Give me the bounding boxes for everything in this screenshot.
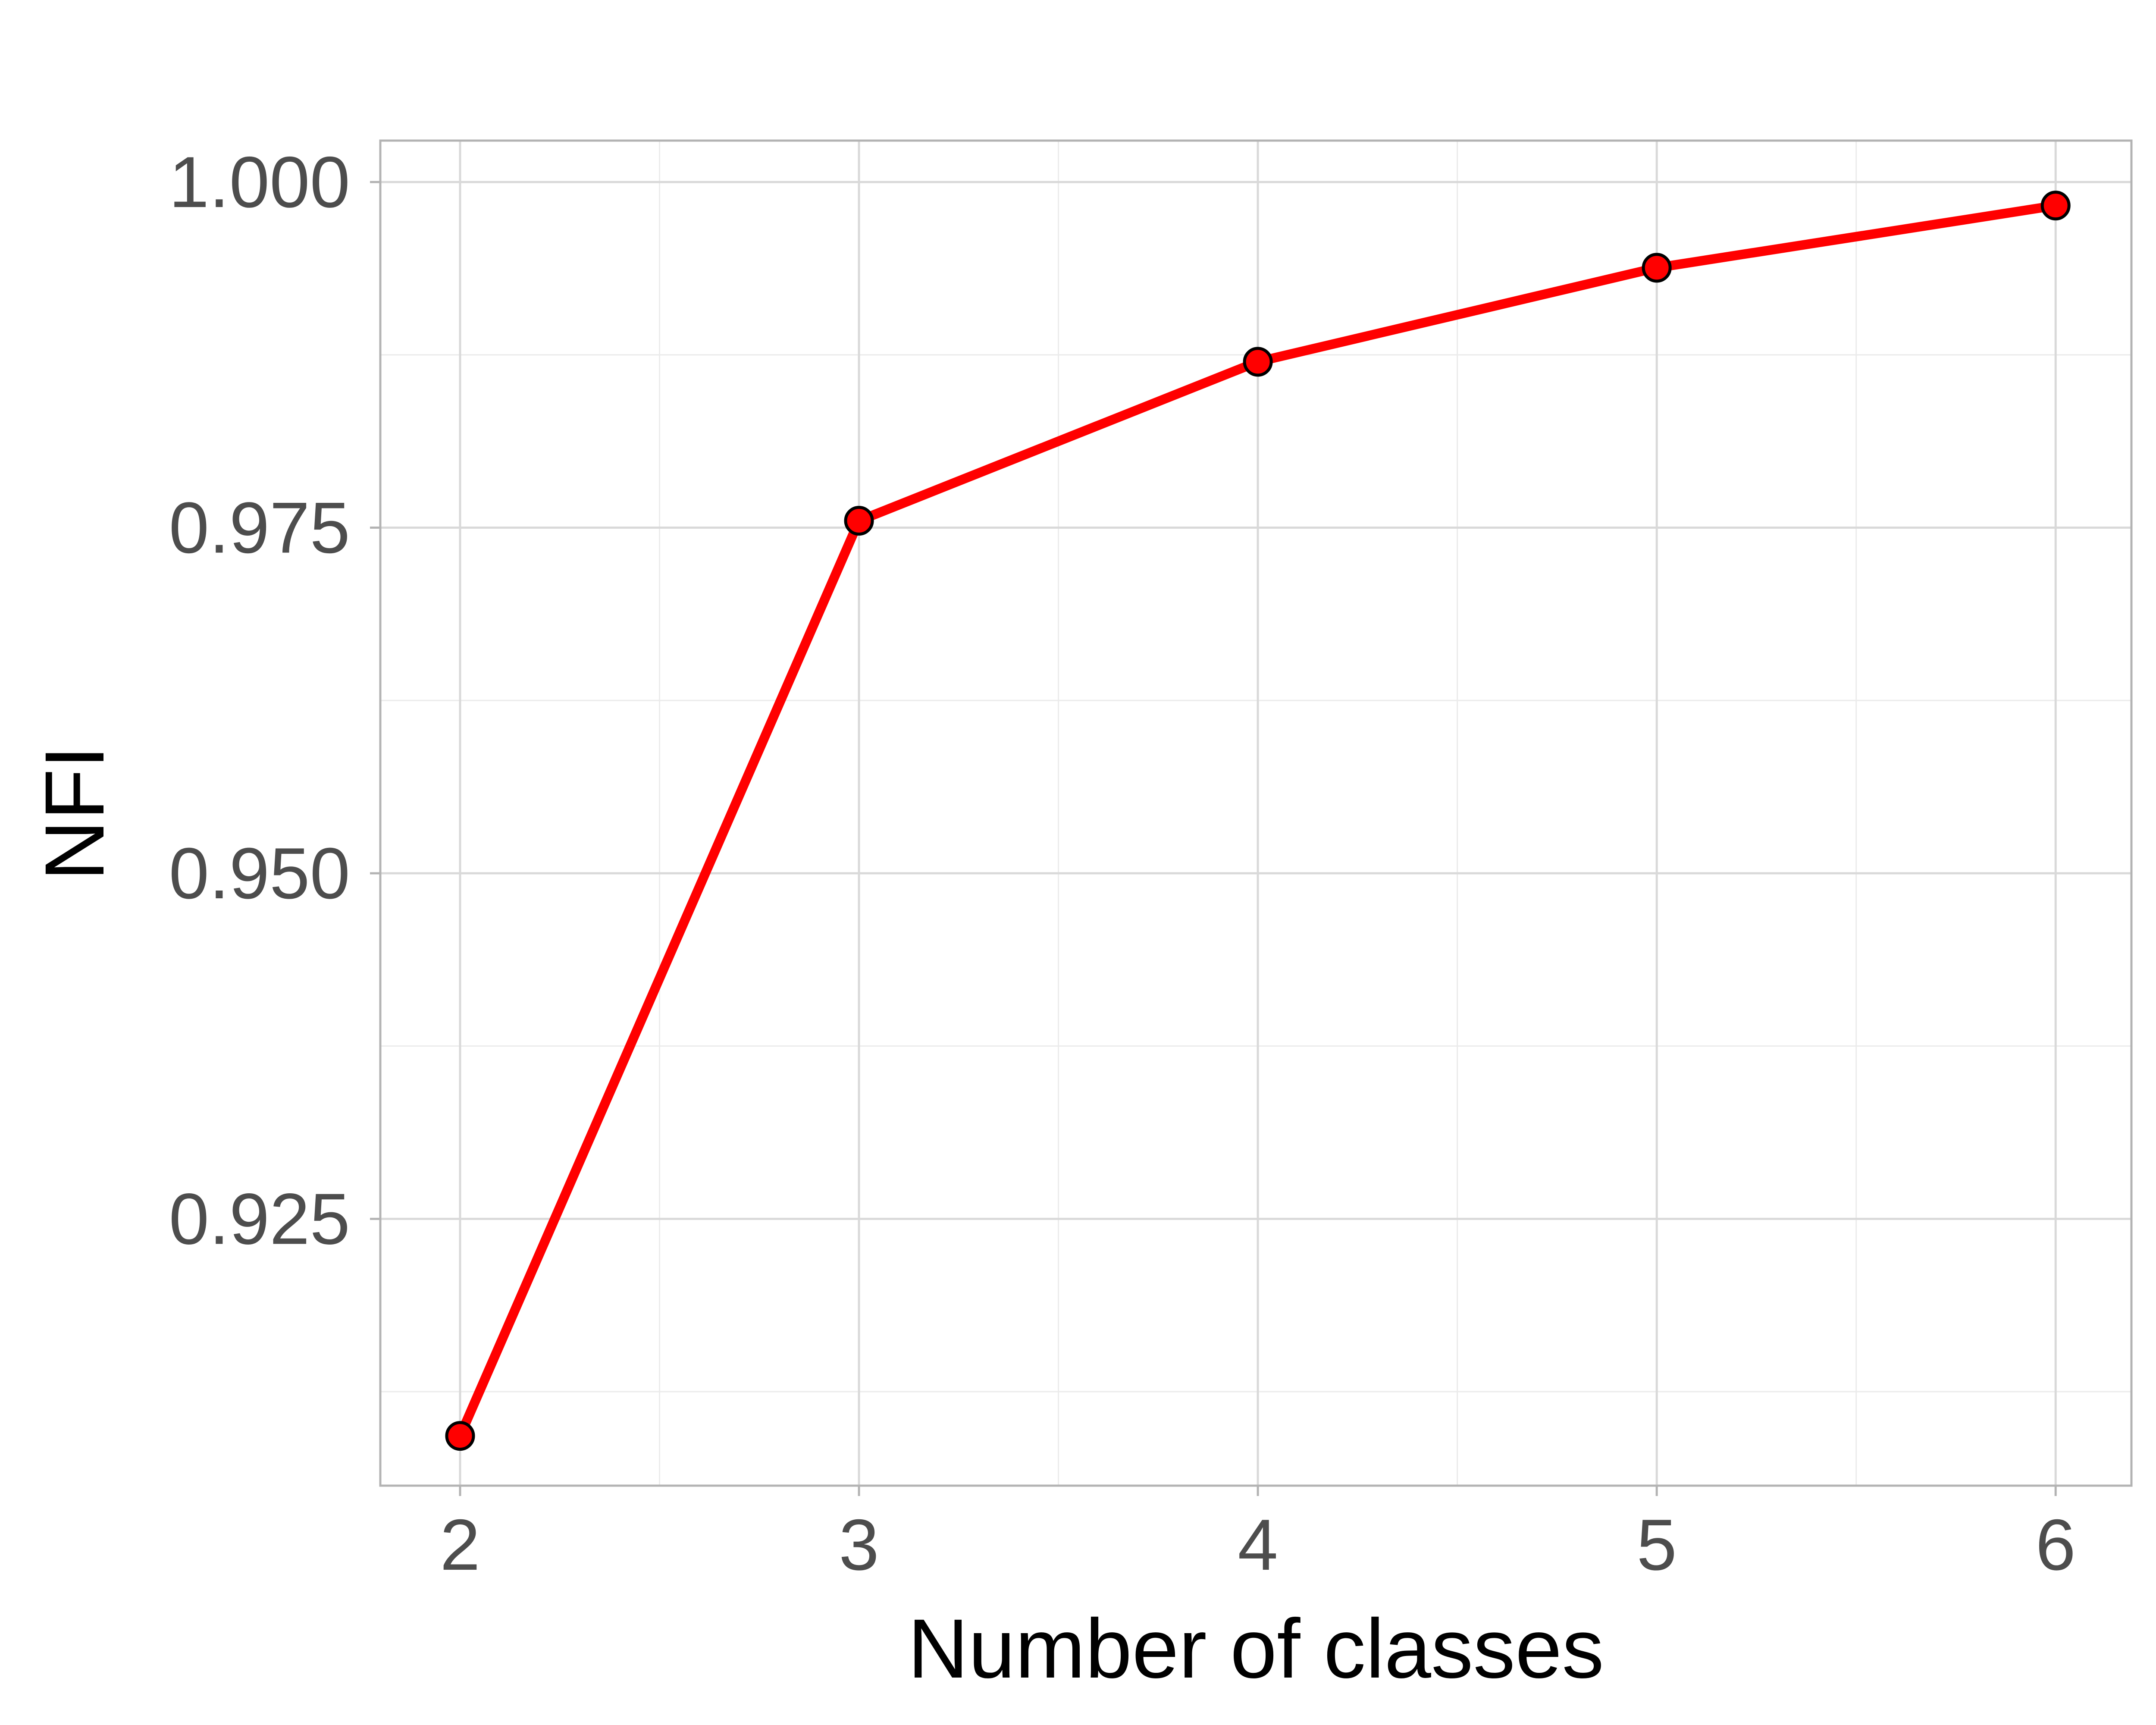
y-axis-title: NFI [28,745,122,881]
data-point [1642,253,1672,283]
grid [380,141,2131,1486]
x-tick-label: 6 [2036,1504,2076,1585]
data-point [2040,191,2071,221]
data-point [445,1421,475,1451]
x-axis-title: Number of classes [908,1602,1604,1696]
data-point [1243,347,1273,377]
x-tick-label: 5 [1636,1504,1677,1585]
data-point [844,506,874,536]
y-tick-label: 0.950 [169,833,350,914]
x-tick-label: 4 [1238,1504,1278,1585]
x-tick-label: 2 [440,1504,480,1585]
panel-border [379,139,2133,1487]
x-tick-label: 3 [839,1504,879,1585]
series-layer [445,191,2071,1451]
x-axis: 2 3 4 5 6 [440,1486,2076,1585]
y-tick-label: 1.000 [169,141,350,223]
y-tick-label: 0.925 [169,1178,350,1259]
y-tick-label: 0.975 [169,487,350,568]
y-axis: 0.925 0.950 0.975 1.000 [169,141,380,1259]
